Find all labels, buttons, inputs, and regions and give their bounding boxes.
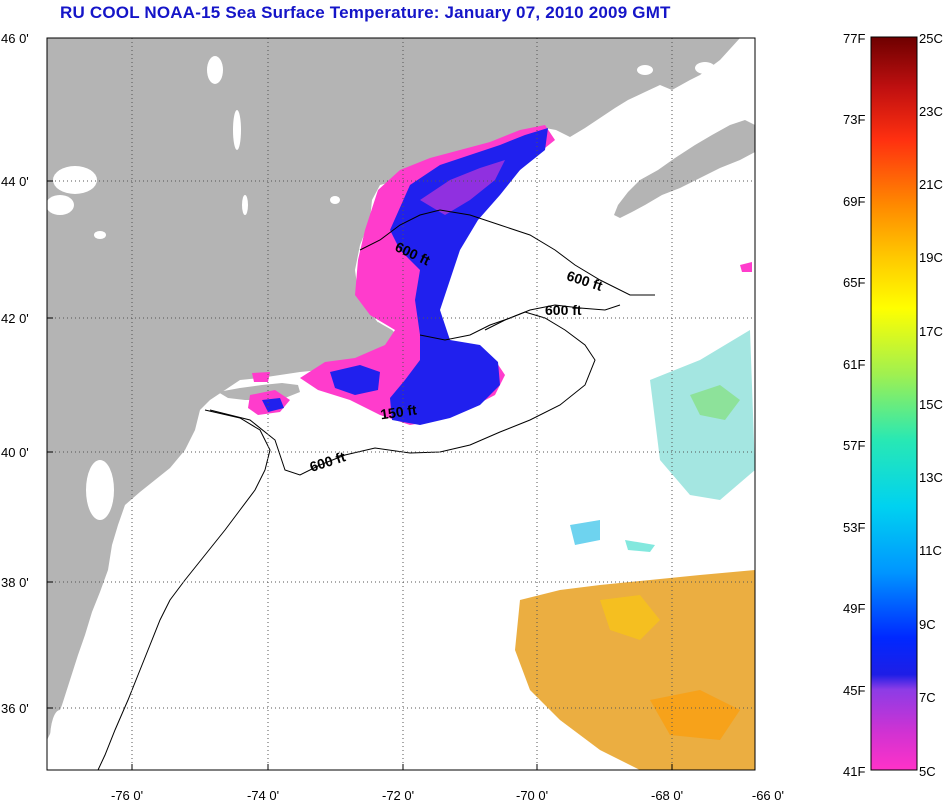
lon-label: -74 0': [247, 788, 279, 803]
contour-label-600ft-georges: 600 ft: [545, 302, 582, 318]
lon-label: -66 0': [752, 788, 784, 803]
lon-label: -72 0': [382, 788, 414, 803]
lat-label: 38 0': [1, 575, 29, 590]
lat-tick-marks: [47, 37, 53, 709]
lon-label: -68 0': [651, 788, 683, 803]
map-border: [46, 37, 756, 771]
contour-label-150ft: 150 ft: [379, 401, 418, 422]
inland-lakes: [47, 56, 715, 770]
lat-label: 42 0': [1, 311, 29, 326]
map-title: RU COOL NOAA-15 Sea Surface Temperature:…: [60, 3, 671, 22]
sst-cold-plume: [248, 125, 752, 425]
land-us-coast: [47, 38, 740, 740]
lon-label: -70 0': [516, 788, 548, 803]
lat-label: 46 0': [1, 31, 29, 46]
lat-label: 36 0': [1, 701, 29, 716]
lon-label: -76 0': [111, 788, 143, 803]
lat-label: 40 0': [1, 445, 29, 460]
lon-tick-marks: [131, 764, 673, 770]
lat-label: 44 0': [1, 174, 29, 189]
land-nova-scotia: [614, 120, 755, 218]
